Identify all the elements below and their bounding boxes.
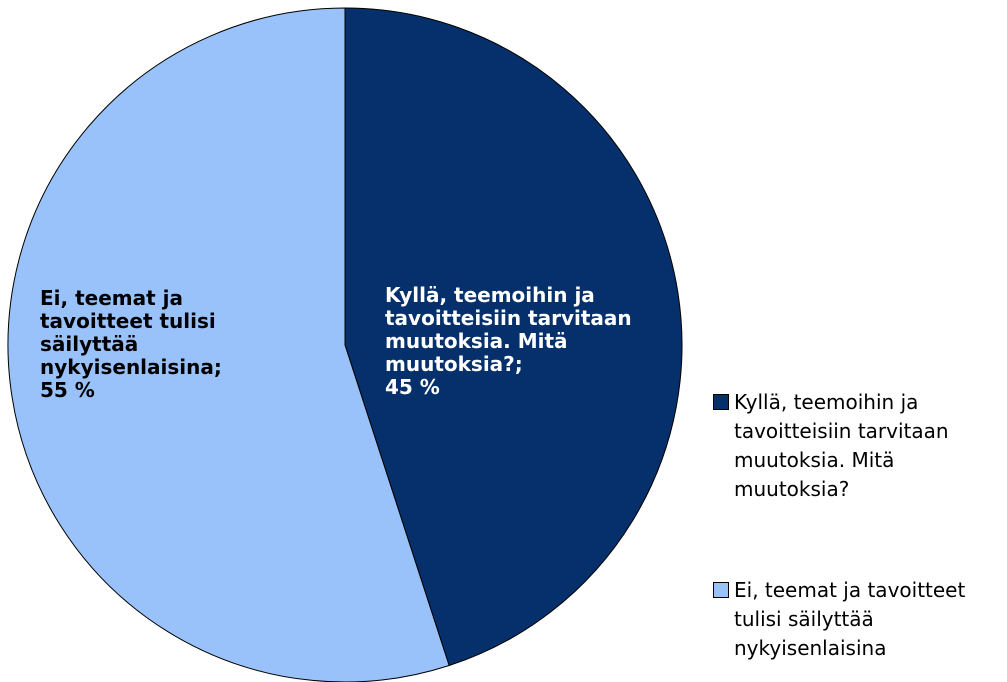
legend-entry: Ei, teemat ja tavoitteet tulisi säilyttä…	[713, 576, 999, 663]
slice-label: Ei, teemat ja tavoitteet tulisi säilyttä…	[40, 287, 290, 402]
slice-label-text: Ei, teemat ja tavoitteet tulisi säilyttä…	[40, 286, 222, 379]
legend-label: Ei, teemat ja tavoitteet tulisi säilyttä…	[734, 578, 966, 660]
legend-entry: Kyllä, teemoihin ja tavoitteisiin tarvit…	[713, 388, 999, 504]
value-label: 45 %	[385, 375, 440, 399]
slice-label-text: Kyllä, teemoihin ja tavoitteisiin tarvit…	[385, 283, 632, 376]
legend-swatch	[713, 582, 729, 598]
slice-label: Kyllä, teemoihin ja tavoitteisiin tarvit…	[385, 284, 655, 399]
pie-slice	[7, 7, 450, 682]
value-label: 55 %	[40, 378, 95, 402]
legend-swatch	[713, 394, 729, 410]
legend-label: Kyllä, teemoihin ja tavoitteisiin tarvit…	[734, 390, 949, 501]
pie-slice	[344, 7, 683, 667]
